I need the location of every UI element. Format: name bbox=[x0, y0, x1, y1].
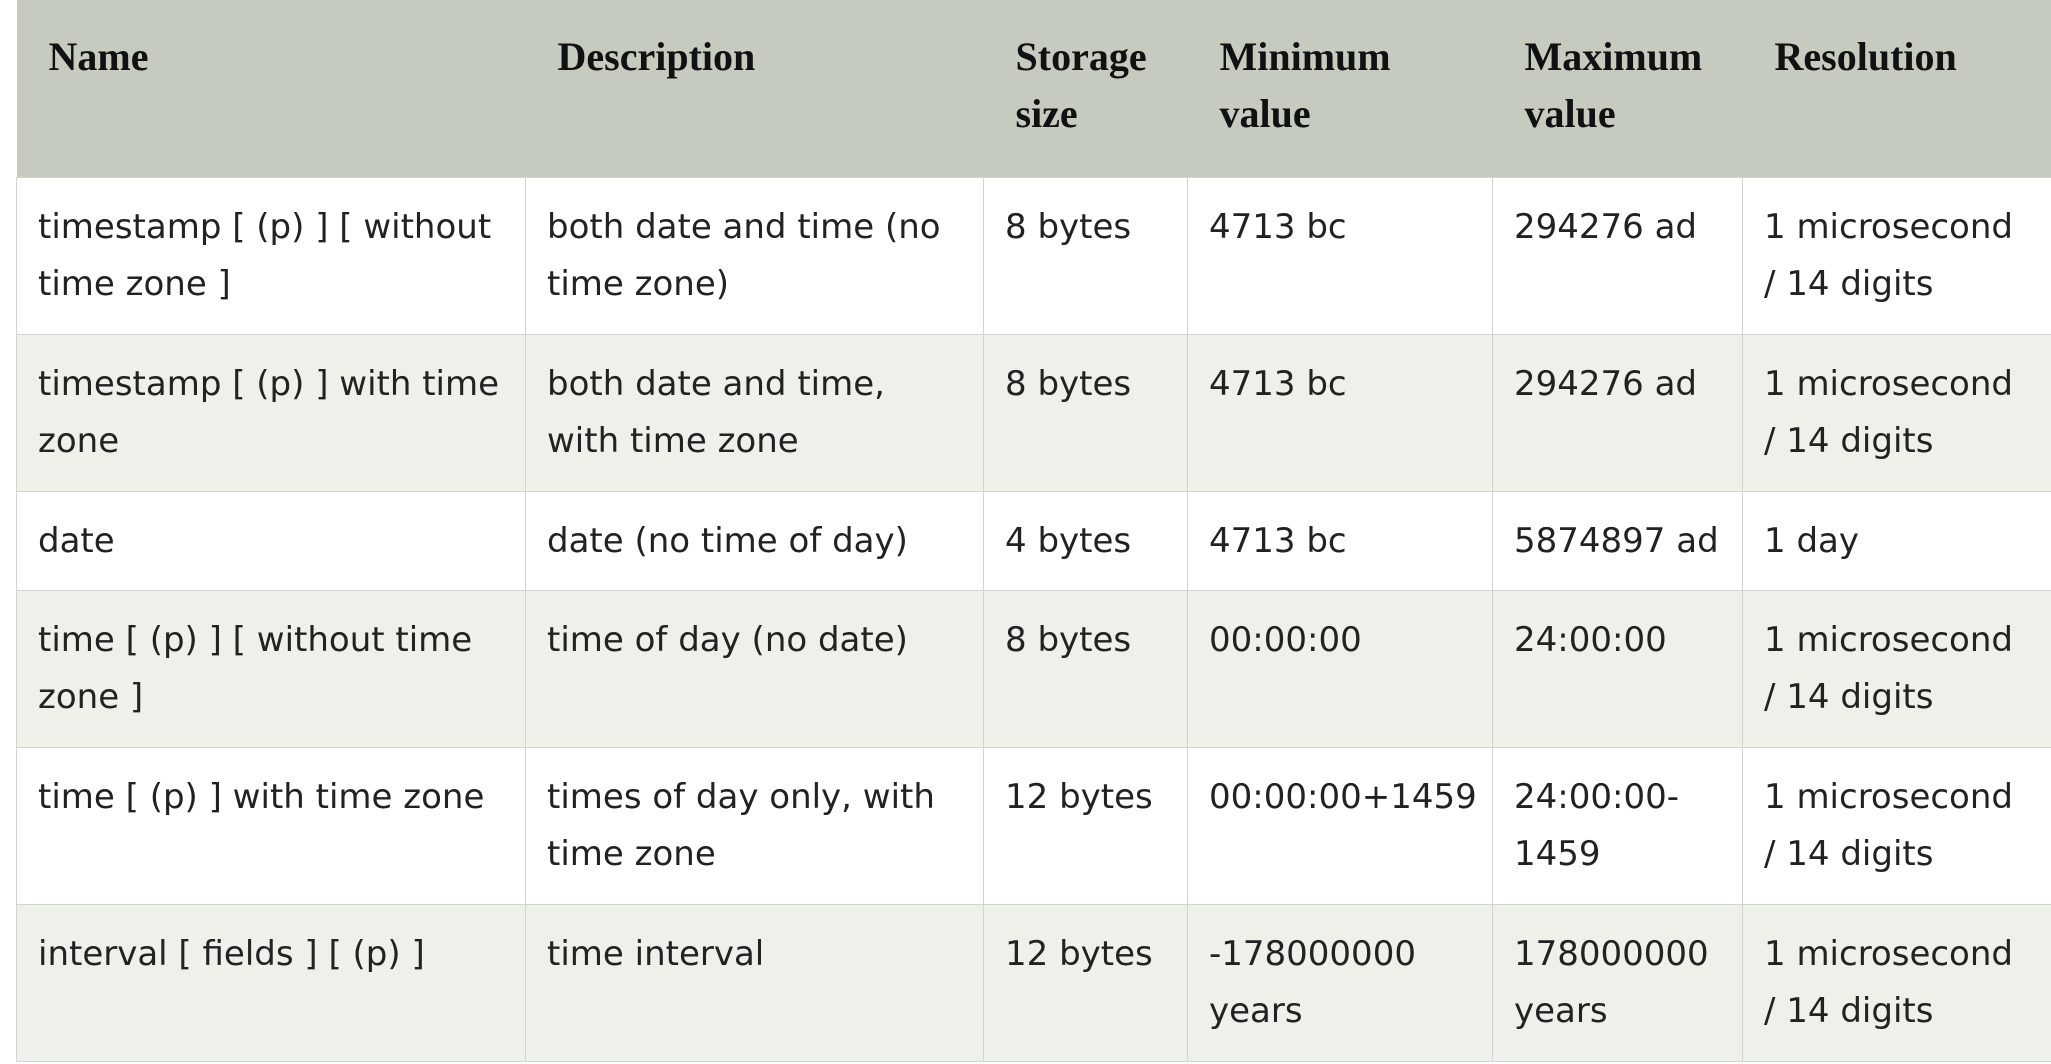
cell-storage-size: 8 bytes bbox=[983, 177, 1188, 335]
cell-storage-size: 4 bytes bbox=[983, 491, 1188, 591]
header-maximum-label-line1: Maximum bbox=[1524, 34, 1703, 79]
cell-resolution: 1 microsecond / 14 digits bbox=[1742, 904, 2051, 1062]
table-row-interval: interval [ fields ] [ (p) ] time interva… bbox=[16, 904, 2051, 1062]
datetime-types-table: Name Description Storage size Minimum valu… bbox=[16, 0, 2051, 1062]
header-resolution: Resolution bbox=[1742, 0, 2051, 178]
table-row-time-with-tz: time [ (p) ] with time zone times of day… bbox=[16, 747, 2051, 905]
cell-minimum-value: 00:00:00 bbox=[1187, 590, 1493, 748]
cell-description: time of day (no date) bbox=[525, 590, 984, 748]
cell-name: timestamp [ (p) ] with time zone bbox=[16, 334, 526, 492]
cell-maximum-value: 178000000 years bbox=[1492, 904, 1743, 1062]
cell-name: time [ (p) ] with time zone bbox=[16, 747, 526, 905]
cell-description: time interval bbox=[525, 904, 984, 1062]
datetime-types-table-container: Name Description Storage size Minimum valu… bbox=[16, 0, 2051, 1062]
header-row: Name Description Storage size Minimum valu… bbox=[16, 0, 2051, 178]
cell-maximum-value: 294276 ad bbox=[1492, 334, 1743, 492]
cell-resolution: 1 microsecond / 14 digits bbox=[1742, 590, 2051, 748]
header-minimum-value: Minimum value bbox=[1187, 0, 1493, 178]
cell-name: time [ (p) ] [ without time zone ] bbox=[16, 590, 526, 748]
cell-minimum-value: 4713 bc bbox=[1187, 491, 1493, 591]
header-resolution-label: Resolution bbox=[1774, 34, 1957, 79]
cell-resolution: 1 microsecond / 14 digits bbox=[1742, 747, 2051, 905]
header-name: Name bbox=[16, 0, 526, 178]
cell-resolution: 1 microsecond / 14 digits bbox=[1742, 177, 2051, 335]
cell-storage-size: 8 bytes bbox=[983, 590, 1188, 748]
cell-description: both date and time (no time zone) bbox=[525, 177, 984, 335]
table-body: timestamp [ (p) ] [ without time zone ] … bbox=[16, 177, 2051, 1062]
cell-description: times of day only, with time zone bbox=[525, 747, 984, 905]
cell-minimum-value: -178000000 years bbox=[1187, 904, 1493, 1062]
cell-resolution: 1 microsecond / 14 digits bbox=[1742, 334, 2051, 492]
header-minimum-label-line2: value bbox=[1219, 91, 1311, 136]
cell-storage-size: 12 bytes bbox=[983, 747, 1188, 905]
header-description: Description bbox=[525, 0, 984, 178]
header-storage-size: Storage size bbox=[983, 0, 1188, 178]
table-row-timestamp-without-tz: timestamp [ (p) ] [ without time zone ] … bbox=[16, 177, 2051, 335]
table-row-time-without-tz: time [ (p) ] [ without time zone ] time … bbox=[16, 590, 2051, 748]
header-maximum-value: Maximum value bbox=[1492, 0, 1743, 178]
header-maximum-label-line2: value bbox=[1524, 91, 1616, 136]
cell-maximum-value: 5874897 ad bbox=[1492, 491, 1743, 591]
table-row-timestamp-with-tz: timestamp [ (p) ] with time zone both da… bbox=[16, 334, 2051, 492]
table-row-date: date date (no time of day) 4 bytes 4713 … bbox=[16, 491, 2051, 591]
cell-name: timestamp [ (p) ] [ without time zone ] bbox=[16, 177, 526, 335]
cell-description: date (no time of day) bbox=[525, 491, 984, 591]
cell-description: both date and time, with time zone bbox=[525, 334, 984, 492]
cell-maximum-value: 24:00:00-1459 bbox=[1492, 747, 1743, 905]
cell-maximum-value: 24:00:00 bbox=[1492, 590, 1743, 748]
cell-storage-size: 8 bytes bbox=[983, 334, 1188, 492]
cell-name: interval [ fields ] [ (p) ] bbox=[16, 904, 526, 1062]
cell-minimum-value: 4713 bc bbox=[1187, 334, 1493, 492]
cell-minimum-value: 4713 bc bbox=[1187, 177, 1493, 335]
header-description-label: Description bbox=[557, 34, 756, 79]
cell-minimum-value: 00:00:00+1459 bbox=[1187, 747, 1493, 905]
header-storage-label-line2: size bbox=[1015, 91, 1078, 136]
header-name-label: Name bbox=[48, 34, 149, 79]
header-minimum-label-line1: Minimum bbox=[1219, 34, 1391, 79]
cell-storage-size: 12 bytes bbox=[983, 904, 1188, 1062]
cell-name: date bbox=[16, 491, 526, 591]
cell-resolution: 1 day bbox=[1742, 491, 2051, 591]
cell-maximum-value: 294276 ad bbox=[1492, 177, 1743, 335]
header-storage-label-line1: Storage bbox=[1015, 34, 1147, 79]
table-header: Name Description Storage size Minimum valu… bbox=[16, 0, 2051, 178]
